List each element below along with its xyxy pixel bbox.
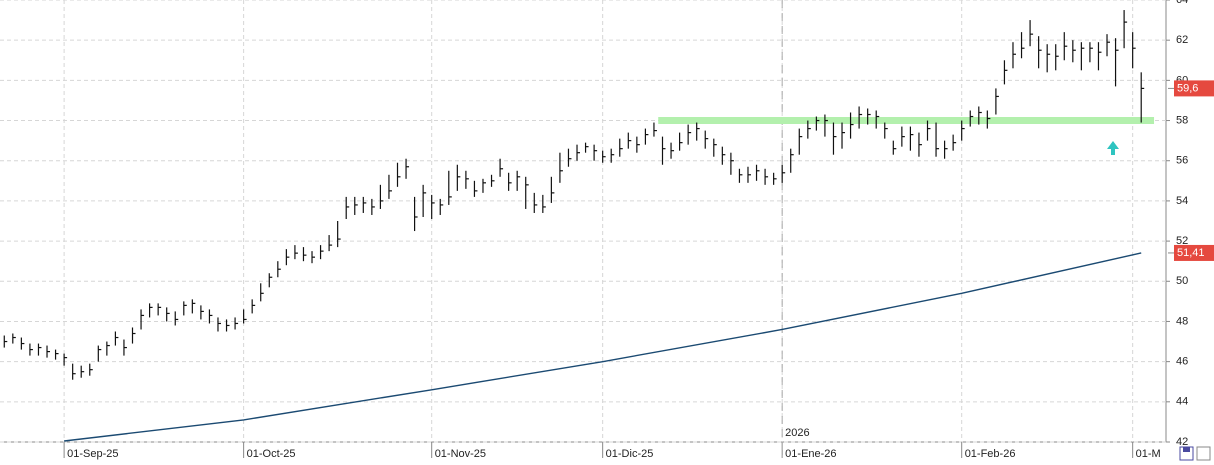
- y-tick-label: 46: [1176, 356, 1188, 368]
- x-tick-label: 01-Nov-25: [435, 448, 486, 460]
- price-tag-label: 51,41: [1177, 247, 1205, 259]
- price-tag: [1174, 80, 1214, 97]
- x-tick-label: 01-M: [1136, 448, 1161, 460]
- moving-average: [64, 252, 1142, 442]
- y-tick-label: 64: [1176, 0, 1188, 6]
- y-tick-label: 52: [1176, 235, 1188, 247]
- x-tick-label: 01-Ene-26: [785, 448, 836, 460]
- x-tick-label: 01-Oct-25: [247, 448, 296, 460]
- expand-icon[interactable]: [1196, 446, 1211, 461]
- y-tick-label: 58: [1176, 114, 1188, 126]
- y-tick-label: 48: [1176, 315, 1188, 327]
- y-tick-label: 44: [1176, 396, 1188, 408]
- y-tick-label: 56: [1176, 155, 1188, 167]
- x-tick-label: 01-Dic-25: [606, 448, 654, 460]
- y-tick-label: 54: [1176, 195, 1188, 207]
- y-tick-label: 42: [1176, 436, 1188, 448]
- price-tag-label: 59,6: [1177, 82, 1198, 94]
- price-tag: [1174, 244, 1214, 261]
- y-tick-label: 62: [1176, 34, 1188, 46]
- toolbar-icons[interactable]: [1179, 446, 1211, 461]
- x-tick-label: 01-Feb-26: [965, 448, 1016, 460]
- save-icon-part: [1183, 447, 1190, 452]
- y-tick-label: 50: [1176, 275, 1188, 287]
- x-tick-label: 01-Sep-25: [67, 448, 118, 460]
- year-label: 2026: [785, 427, 809, 439]
- signal-arrow: [1107, 141, 1119, 155]
